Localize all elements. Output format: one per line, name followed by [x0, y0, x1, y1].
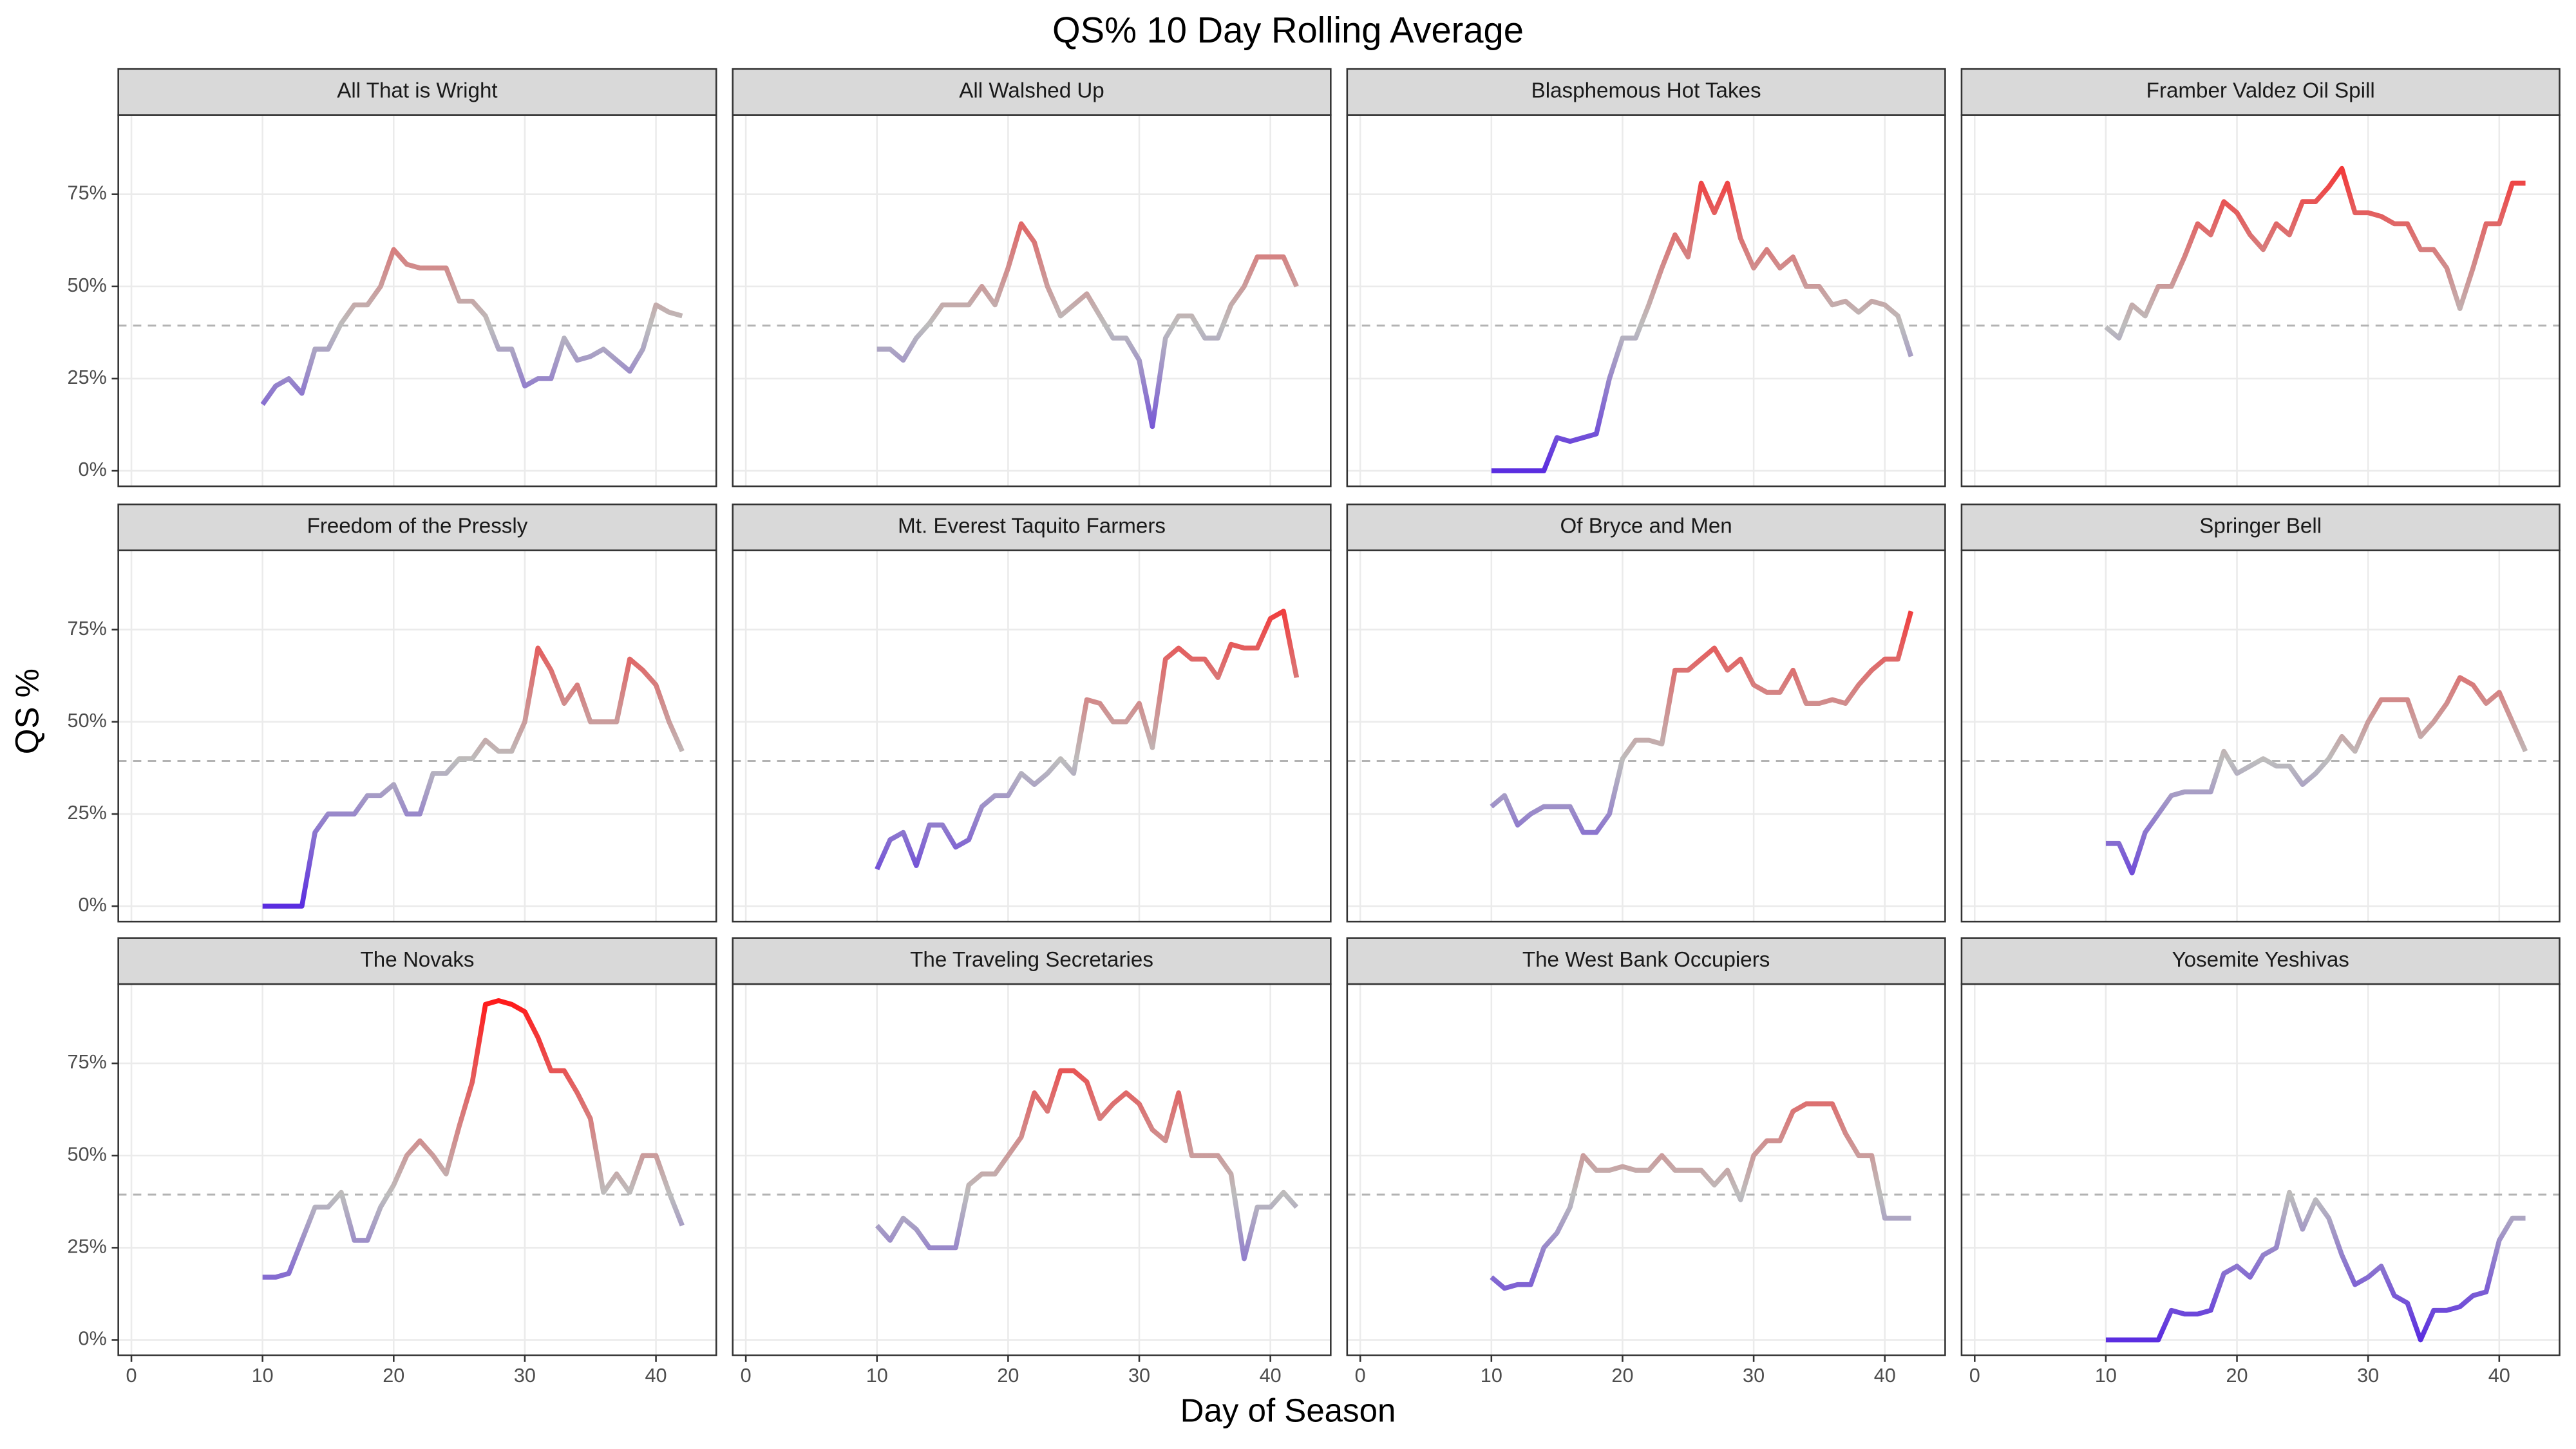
- y-tick-label: 75%: [68, 1051, 107, 1073]
- x-tick-label: 40: [2488, 1365, 2510, 1387]
- y-tick-label: 75%: [68, 182, 107, 204]
- series-line: [1490, 611, 1914, 835]
- x-tick-label: 0: [1969, 1365, 1980, 1387]
- y-tick-label: 75%: [68, 618, 107, 639]
- panel-background: [1961, 115, 2560, 487]
- y-axis-label: QS %: [8, 668, 45, 754]
- x-axis-label: Day of Season: [1180, 1392, 1396, 1428]
- x-tick-label: 10: [1481, 1365, 1502, 1387]
- x-tick-label: 30: [1743, 1365, 1765, 1387]
- y-tick-label: 50%: [68, 1143, 107, 1165]
- strip: [732, 68, 1332, 116]
- strip: [117, 937, 717, 985]
- x-tick-label: 30: [2357, 1365, 2379, 1387]
- x-tick-label: 20: [1611, 1365, 1633, 1387]
- panel-background: [732, 550, 1331, 922]
- x-tick-label: 40: [1260, 1365, 1282, 1387]
- strip: [1960, 503, 2561, 551]
- strip: [117, 503, 717, 551]
- y-tick-label: 0%: [79, 459, 107, 480]
- y-tick-label: 50%: [68, 274, 107, 296]
- strip-label: All That is Wright: [337, 79, 497, 103]
- strip-label: Freedom of the Pressly: [307, 515, 528, 538]
- series-line: [262, 998, 685, 1280]
- strip: [1960, 68, 2561, 116]
- panel-background: [1347, 550, 1946, 922]
- strip-label: All Walshed Up: [959, 79, 1104, 103]
- panel-background: [1961, 984, 2560, 1356]
- x-tick-label: 10: [252, 1365, 274, 1387]
- y-tick-label: 25%: [68, 1236, 107, 1258]
- strip: [117, 68, 717, 116]
- x-tick-label: 20: [2226, 1365, 2248, 1387]
- series-line: [875, 609, 1300, 871]
- strip-label: The West Bank Occupiers: [1522, 948, 1770, 972]
- y-tick-label: 25%: [68, 802, 107, 824]
- strip-label: The Novaks: [361, 948, 475, 972]
- x-tick-label: 30: [1128, 1365, 1150, 1387]
- strip: [1346, 937, 1946, 985]
- series-line: [2105, 675, 2528, 876]
- strip-label: Mt. Everest Taquito Farmers: [898, 515, 1166, 538]
- series-line: [262, 645, 685, 909]
- x-tick-label: 0: [126, 1365, 137, 1387]
- series-line: [875, 1068, 1299, 1262]
- strip: [732, 937, 1332, 985]
- panel-background: [118, 984, 717, 1356]
- strip: [1346, 503, 1946, 551]
- series-line: [876, 221, 1299, 430]
- x-tick-label: 10: [866, 1365, 888, 1387]
- strip-label: Yosemite Yeshivas: [2172, 948, 2349, 972]
- panel-background: [732, 115, 1331, 487]
- strip-label: Blasphemous Hot Takes: [1531, 79, 1761, 103]
- x-tick-label: 0: [1355, 1365, 1366, 1387]
- series-line: [2105, 1189, 2526, 1343]
- panel-background: [118, 115, 717, 487]
- panel-background: [1961, 550, 2560, 922]
- strip-label: Of Bryce and Men: [1560, 515, 1732, 538]
- panel-background: [118, 550, 717, 922]
- x-tick-label: 30: [514, 1365, 536, 1387]
- strip-label: Springer Bell: [2199, 515, 2322, 538]
- y-tick-label: 0%: [79, 1328, 107, 1350]
- x-tick-label: 0: [741, 1365, 752, 1387]
- y-tick-label: 50%: [68, 710, 107, 732]
- y-tick-label: 0%: [79, 894, 107, 916]
- series-line: [1490, 1101, 1911, 1291]
- strip: [732, 503, 1332, 551]
- x-tick-label: 20: [383, 1365, 404, 1387]
- strip: [1960, 937, 2561, 985]
- strip-label: Framber Valdez Oil Spill: [2146, 79, 2375, 103]
- x-tick-label: 20: [997, 1365, 1019, 1387]
- y-tick-label: 25%: [68, 366, 107, 388]
- series-line: [260, 247, 683, 406]
- panel-background: [732, 984, 1331, 1356]
- strip-label: The Traveling Secretaries: [910, 948, 1153, 972]
- x-tick-label: 40: [1874, 1365, 1896, 1387]
- strip: [1346, 68, 1946, 116]
- panel-background: [1347, 115, 1946, 487]
- chart-title: QS% 10 Day Rolling Average: [1052, 10, 1524, 50]
- series-line: [2104, 166, 2526, 341]
- x-tick-label: 10: [2095, 1365, 2117, 1387]
- x-tick-label: 40: [645, 1365, 667, 1387]
- series-line: [1491, 180, 1914, 473]
